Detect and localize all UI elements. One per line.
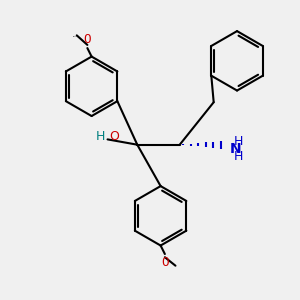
Text: O: O [109,130,119,143]
Text: H: H [233,135,243,148]
Text: H: H [95,130,105,143]
Text: N: N [230,142,241,156]
Text: H: H [233,150,243,163]
Text: O: O [84,33,91,46]
Text: O: O [161,256,169,269]
Text: methoxy: methoxy [73,36,79,38]
